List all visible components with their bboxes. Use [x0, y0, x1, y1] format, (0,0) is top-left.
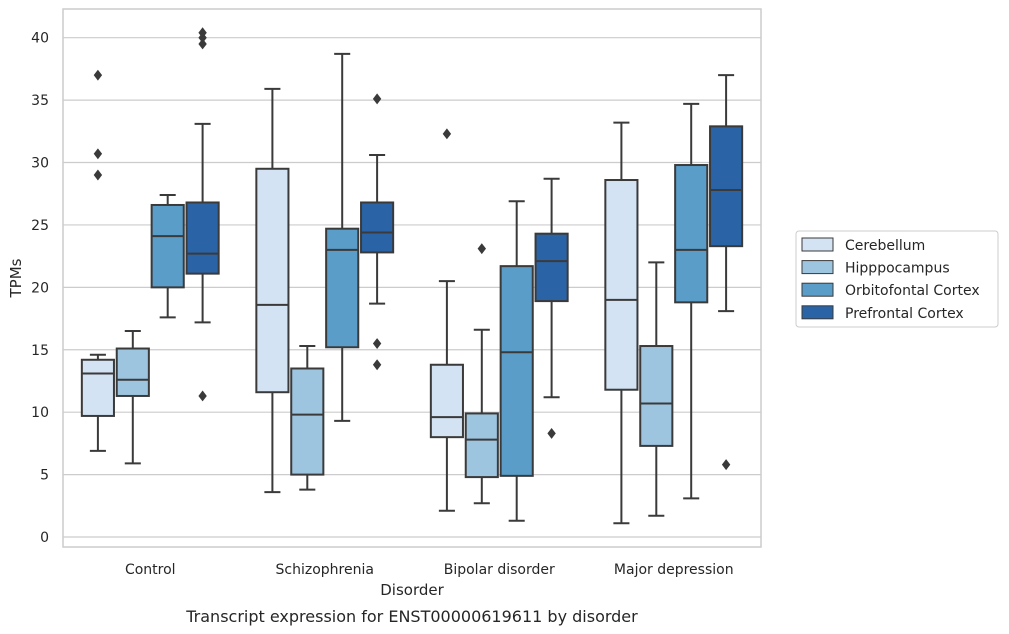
outlier-point [372, 93, 382, 105]
box-body [499, 265, 534, 477]
legend-label: Orbitofontal Cortex [845, 283, 980, 299]
legend: Cerebellum Hipppocampus Orbitofontal Corte… [795, 230, 999, 328]
box-cerebellum [429, 128, 464, 512]
box-hipppocampus [115, 330, 150, 465]
box-orbitofontal-cortex [499, 200, 534, 522]
chart-caption: Transcript expression for ENST0000061961… [185, 607, 638, 626]
box-orbitofontal-cortex [325, 52, 360, 422]
box-prefrontal-cortex [709, 74, 744, 471]
outlier-point [442, 128, 452, 140]
box-body [534, 232, 569, 303]
legend-swatch [801, 237, 834, 252]
box-cerebellum [255, 87, 290, 494]
box-hipppocampus [290, 345, 325, 491]
box-body [674, 164, 709, 304]
outlier-point [372, 359, 382, 371]
outlier-point [198, 38, 207, 50]
legend-frame [795, 230, 999, 328]
y-tick-label: 15 [31, 343, 49, 359]
x-axis-ticks: Control Schizophrenia Bipolar disorder Majo… [125, 562, 734, 578]
box-cerebellum [80, 69, 115, 452]
plot-frame [62, 8, 762, 548]
box-prefrontal-cortex [534, 177, 569, 439]
outlier-point [93, 148, 103, 160]
x-tick-label: Control [125, 562, 176, 578]
box-body [639, 345, 674, 447]
outlier-point [93, 169, 103, 181]
box-body [429, 363, 464, 439]
box-prefrontal-cortex [185, 27, 220, 402]
box-body [255, 167, 290, 394]
outlier-point [721, 459, 731, 471]
x-axis-label: Disorder [380, 581, 444, 599]
box-body [360, 201, 395, 254]
y-tick-label: 20 [31, 280, 49, 296]
outlier-point [93, 69, 103, 81]
outlier-point [198, 27, 207, 39]
outlier-point [477, 243, 486, 255]
y-tick-label: 30 [31, 156, 49, 172]
box-body [709, 125, 744, 248]
x-tick-label: Schizophrenia [276, 562, 374, 578]
box-orbitofontal-cortex [674, 102, 709, 500]
x-tick-label: Bipolar disorder [444, 562, 555, 578]
legend-label: Hipppocampus [845, 261, 950, 277]
legend-label: Cerebellum [845, 238, 925, 254]
box-body [325, 227, 360, 349]
box-body [185, 201, 220, 275]
box-orbitofontal-cortex [150, 193, 185, 319]
outlier-point [198, 390, 207, 402]
box-body [464, 412, 499, 479]
legend-swatch [801, 260, 834, 275]
legend-swatch [801, 282, 834, 297]
outlier-point [372, 338, 382, 349]
box-cerebellum [604, 121, 639, 525]
y-tick-label: 40 [31, 31, 49, 47]
y-axis-ticks: 0 5 10 15 20 25 30 35 40 [31, 31, 49, 546]
box-body [115, 347, 150, 397]
box-prefrontal-cortex [360, 93, 395, 371]
legend-label: Prefrontal Cortex [845, 306, 964, 322]
box-body [604, 179, 639, 391]
outlier-point [547, 427, 556, 439]
box-body [80, 358, 115, 417]
y-axis-label: TPMs [7, 258, 25, 298]
box-groups [80, 27, 744, 525]
box-body [150, 203, 185, 289]
box-hipppocampus [464, 243, 499, 505]
y-tick-label: 5 [40, 468, 49, 484]
box-hipppocampus [639, 261, 674, 517]
y-tick-label: 10 [31, 405, 49, 421]
y-tick-label: 35 [31, 93, 49, 109]
y-tick-label: 25 [31, 218, 49, 234]
grid-lines [63, 37, 761, 538]
box-body [290, 367, 325, 476]
x-tick-label: Major depression [614, 562, 734, 578]
y-tick-label: 0 [40, 530, 49, 546]
legend-swatch [801, 305, 834, 320]
